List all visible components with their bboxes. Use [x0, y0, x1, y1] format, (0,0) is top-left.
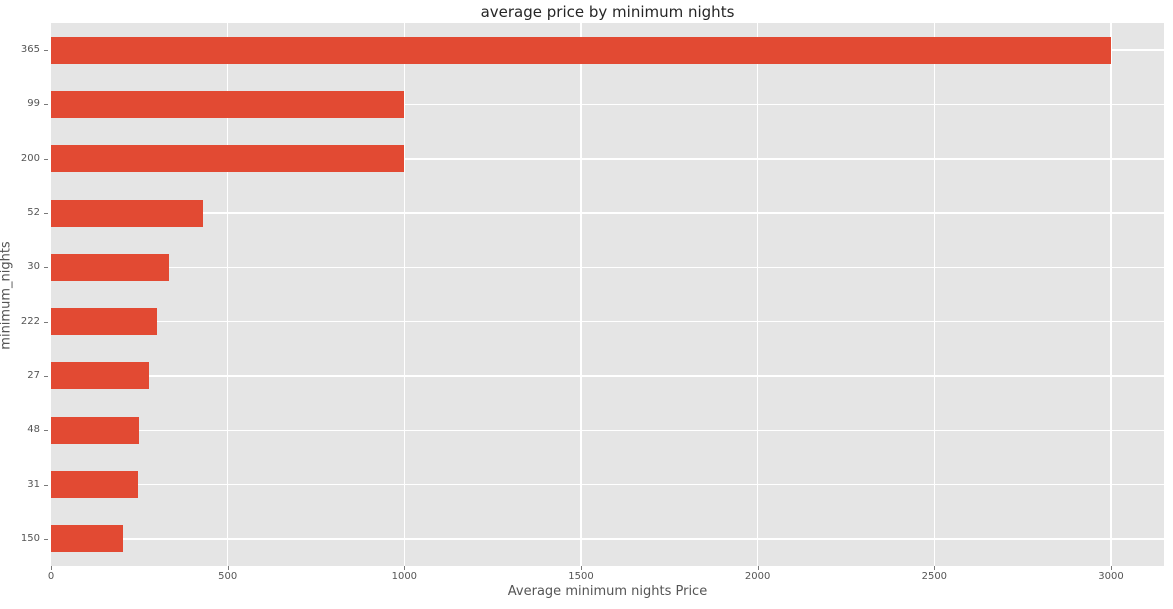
y-tick-label: 200: [20, 152, 40, 164]
v-gridline: [1110, 23, 1112, 566]
y-tick-mark: [44, 538, 48, 540]
x-tick-mark: [581, 566, 582, 570]
x-tick-label: 1500: [568, 571, 594, 582]
x-axis-label: Average minimum nights Price: [507, 584, 708, 599]
h-gridline: [51, 212, 1164, 214]
plot-area: [51, 23, 1164, 566]
y-tick-label: 27: [27, 369, 40, 381]
y-tick-mark: [44, 104, 48, 106]
bar-31: [51, 471, 138, 499]
chart-title: average price by minimum nights: [480, 3, 735, 21]
bar-48: [51, 416, 140, 444]
h-gridline: [51, 538, 1164, 540]
bar-99: [51, 90, 405, 118]
bar-200: [51, 145, 405, 173]
x-tick-mark: [51, 566, 52, 570]
bar-222: [51, 308, 157, 336]
y-tick-mark: [44, 267, 48, 269]
v-gridline: [403, 23, 406, 566]
x-tick-label: 2000: [744, 571, 771, 582]
v-gridline: [933, 23, 936, 566]
x-tick-label: 2500: [921, 571, 948, 582]
y-tick-mark: [44, 430, 48, 432]
bar-365: [51, 36, 1111, 64]
h-gridline: [51, 375, 1164, 377]
x-tick-label: 0: [47, 571, 55, 582]
bar-150: [51, 525, 123, 553]
y-tick-label: 222: [20, 315, 40, 327]
x-tick-label: 1000: [391, 571, 418, 582]
h-gridline: [51, 103, 1164, 106]
h-gridline: [51, 320, 1164, 323]
y-tick-mark: [44, 213, 48, 215]
x-tick-mark: [757, 566, 759, 570]
h-gridline: [51, 266, 1164, 269]
y-tick-label: 30: [27, 261, 40, 273]
y-tick-label: 48: [27, 424, 40, 436]
h-gridline: [51, 158, 1164, 160]
y-tick-mark: [44, 158, 48, 160]
v-gridline: [580, 23, 582, 566]
v-gridline: [756, 23, 759, 566]
x-tick-label: 500: [218, 571, 238, 582]
v-gridline: [226, 23, 229, 566]
y-axis-label: minimum_nights: [0, 241, 14, 350]
bar-52: [51, 199, 203, 227]
y-tick-label: 31: [27, 478, 40, 490]
y-tick-mark: [44, 50, 48, 52]
x-tick-mark: [227, 566, 229, 570]
bar-27: [51, 362, 150, 390]
y-tick-mark: [44, 375, 48, 377]
x-tick-label: 3000: [1098, 571, 1124, 582]
y-tick-mark: [44, 484, 48, 486]
y-tick-label: 150: [20, 532, 40, 544]
h-gridline: [51, 429, 1164, 431]
y-tick-label: 52: [27, 207, 40, 219]
x-tick-mark: [404, 566, 406, 570]
x-tick-mark: [934, 566, 936, 570]
y-tick-label: 99: [27, 98, 40, 110]
bar-30: [51, 253, 169, 281]
y-tick-label: 365: [20, 44, 40, 56]
h-gridline: [51, 483, 1164, 486]
x-tick-mark: [1111, 566, 1112, 570]
y-tick-mark: [44, 321, 48, 323]
